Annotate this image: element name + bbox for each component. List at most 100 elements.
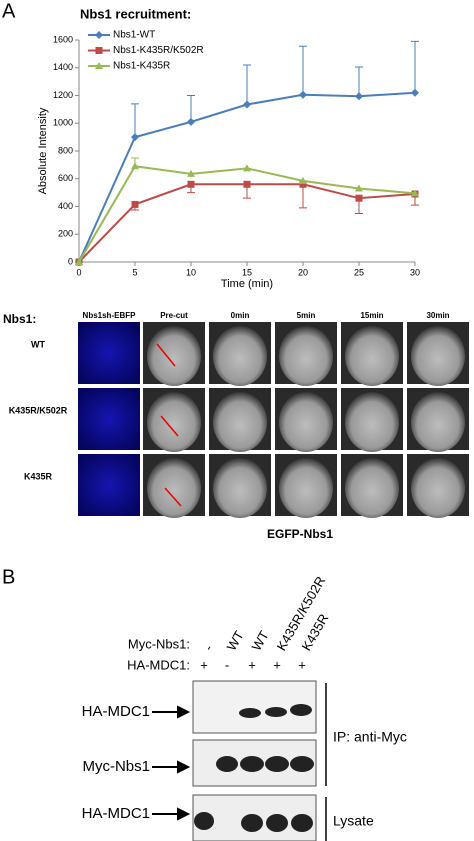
marker [95, 47, 103, 54]
marker [243, 180, 251, 188]
y-tick-label: 1400 [53, 62, 73, 72]
y-axis-label: Absolute Intensity [37, 107, 49, 194]
blot-label: HA-MDC1 [82, 703, 150, 720]
nucleus [213, 326, 267, 386]
marker [131, 162, 139, 170]
lane-sign: + [273, 657, 281, 672]
nucleus [411, 458, 465, 518]
marker [299, 180, 307, 188]
marker [131, 200, 139, 208]
x-tick-label: 30 [410, 267, 420, 277]
nucleus [345, 326, 399, 386]
marker [299, 90, 307, 99]
marker [131, 133, 139, 142]
series [75, 157, 419, 265]
chart-title: Nbs1 recruitment: [80, 6, 191, 21]
marker [187, 180, 195, 188]
nucleus [147, 326, 201, 386]
lane-label: WT [224, 628, 247, 653]
legend-label: Nbs1-K435R [113, 61, 170, 72]
series [75, 180, 419, 266]
marker [411, 88, 419, 97]
row-label: K435R [24, 471, 53, 481]
marker [243, 100, 251, 109]
bands [194, 704, 314, 832]
error-bar [131, 103, 139, 138]
lane-sign: + [248, 657, 256, 672]
image-bg [78, 322, 140, 384]
nucleus [411, 392, 465, 452]
y-tick-label: 400 [58, 201, 73, 211]
marker [243, 164, 251, 172]
error-bar [187, 95, 195, 122]
legend-label: Nbs1-WT [113, 30, 155, 41]
panel-label: A [2, 0, 16, 22]
row-label: HA-MDC1: [127, 657, 190, 672]
series [75, 40, 419, 266]
column-label: Nbs1sh-EBFP [83, 311, 137, 320]
caption: EGFP-Nbs1 [267, 527, 333, 541]
column-label: Pre-cut [160, 311, 188, 320]
column-label: 15min [360, 311, 383, 320]
lane-sign: + [200, 657, 208, 672]
marker [187, 117, 195, 126]
marker [355, 194, 363, 202]
lane-label: WT [249, 628, 272, 653]
row-label: Myc-Nbs1: [128, 636, 190, 651]
blot-label: HA-MDC1 [82, 805, 150, 822]
marker [355, 184, 363, 192]
image-bg [78, 454, 140, 516]
column-label: 0min [231, 311, 250, 320]
error-bar [355, 66, 363, 97]
marker [187, 169, 195, 177]
y-tick-label: 1600 [53, 34, 73, 44]
nucleus [147, 458, 201, 518]
x-tick-label: 20 [298, 267, 308, 277]
marker [95, 62, 103, 69]
lane-label: - [201, 642, 216, 653]
error-bar [299, 184, 307, 209]
blot-label: Myc-Nbs1 [82, 758, 150, 775]
nucleus [411, 326, 465, 386]
panel-label: B [2, 566, 15, 588]
side-label: IP: anti-Myc [333, 729, 407, 745]
marker [299, 176, 307, 184]
nucleus [279, 392, 333, 452]
row-group-label: Nbs1: [3, 312, 36, 326]
nucleus [279, 458, 333, 518]
laser-track [156, 343, 176, 367]
y-tick-label: 1000 [53, 118, 73, 128]
error-bar [299, 45, 307, 95]
marker [95, 31, 103, 39]
column-label: 5min [297, 311, 316, 320]
laser-track [164, 487, 182, 507]
y-tick-label: 1200 [53, 90, 73, 100]
lane-sign: - [225, 657, 229, 672]
nucleus [213, 458, 267, 518]
nucleus [279, 326, 333, 386]
nucleus [345, 392, 399, 452]
error-bar [411, 40, 419, 93]
x-tick-label: 10 [186, 267, 196, 277]
x-tick-label: 15 [242, 267, 252, 277]
x-axis-label: Time (min) [221, 278, 273, 290]
lane-sign: + [298, 657, 306, 672]
marker [411, 189, 419, 197]
laser-track [160, 415, 179, 437]
y-tick-label: 0 [68, 256, 73, 266]
nucleus [147, 392, 201, 452]
western-blot: B Myc-Nbs1: HA-MDC1: IP: anti-Myc Lysate… [2, 566, 407, 841]
x-tick-label: 5 [132, 267, 137, 277]
arrows [152, 705, 191, 821]
microscopy: Nbs1: EGFP-Nbs1 Nbs1sh-EBFP Pre-cut 0min 5m… [3, 311, 469, 541]
nucleus [345, 458, 399, 518]
legend-label: Nbs1-K435R/K502R [113, 45, 204, 56]
marker [355, 92, 363, 101]
row-label: K435R/K502R [9, 405, 68, 415]
row-label: WT [31, 339, 45, 349]
plot: 0 200 400 600 800 1000 1200 1400 1600 0 5 10 15 20 25 3… [53, 30, 420, 278]
marker [75, 258, 83, 265]
column-label: 30min [426, 311, 449, 320]
y-tick-label: 800 [58, 145, 73, 155]
